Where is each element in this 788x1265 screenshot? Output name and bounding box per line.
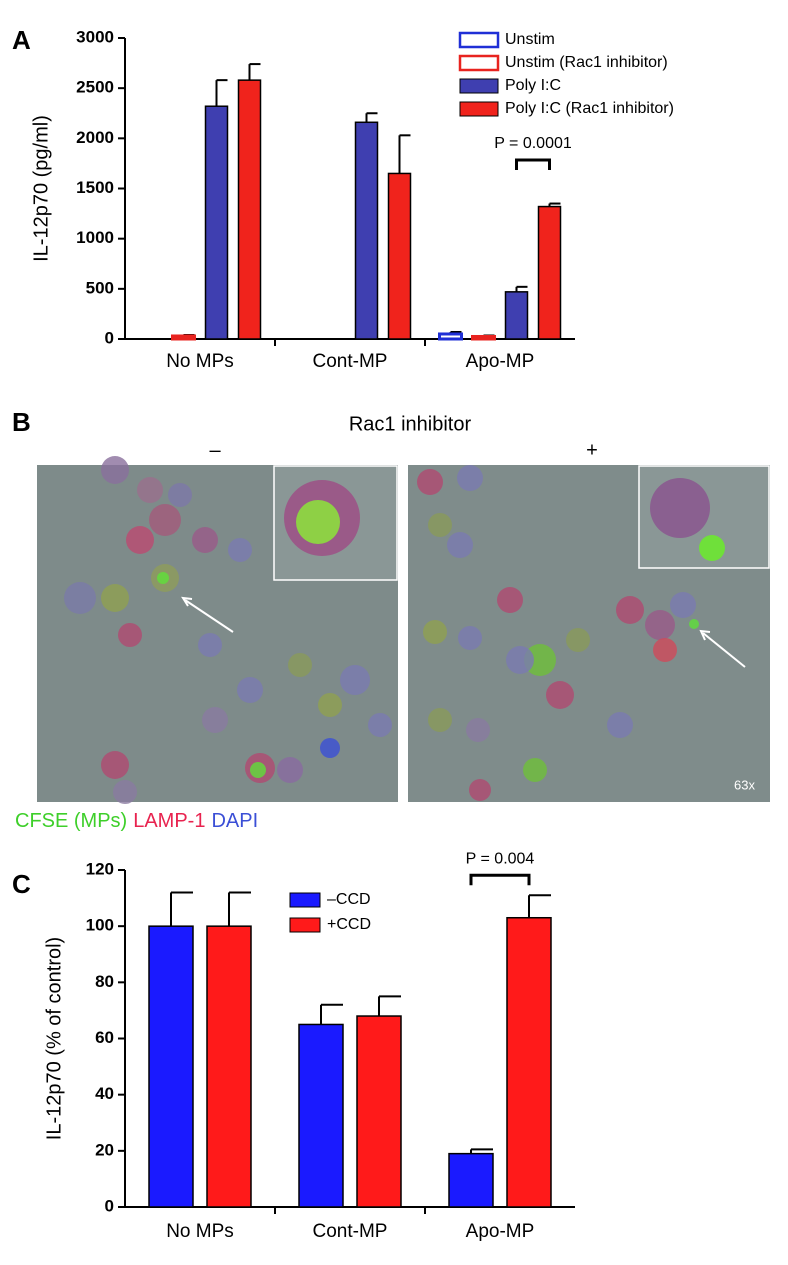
y-tick-label: 1000 (76, 228, 114, 247)
cells (64, 456, 699, 804)
inset-cell (296, 500, 340, 544)
bar (204, 105, 229, 340)
inset-cell (699, 535, 725, 561)
bar (471, 334, 496, 341)
bar (148, 925, 194, 1208)
y-tick-label: 60 (95, 1028, 114, 1047)
stain-legend: CFSE (MPs) LAMP-1 DAPI (15, 810, 258, 832)
legend-label: Poly I:C (Rac1 inhibitor) (505, 100, 674, 117)
y-tick-label: 3000 (76, 27, 114, 46)
x-tick-label: Cont-MP (313, 1221, 388, 1242)
condition-label: – (209, 439, 221, 461)
arrow-head (181, 596, 193, 607)
legend-swatch (458, 54, 500, 72)
y-tick-label: 2500 (76, 78, 114, 97)
legend-label: Unstim (505, 31, 555, 48)
x-tick-label: Apo-MP (466, 1221, 535, 1242)
arrow-head (699, 629, 711, 641)
y-tick-label: 40 (95, 1084, 114, 1103)
legend-swatch (458, 31, 500, 49)
legend-swatch (459, 78, 499, 94)
bar (171, 334, 196, 341)
bar (356, 1015, 402, 1208)
bar (504, 291, 529, 340)
legend-swatch (289, 892, 321, 908)
panel-label: B (12, 407, 31, 437)
y-tick-label: 100 (86, 916, 114, 935)
legend-label: Unstim (Rac1 inhibitor) (505, 54, 668, 71)
magnification: 63x (734, 777, 755, 792)
y-tick-label: 0 (105, 328, 114, 347)
x-tick-label: No MPs (166, 351, 234, 372)
stain-label: LAMP-1 (133, 810, 205, 832)
bar (506, 916, 552, 1208)
legend-swatch (459, 101, 499, 117)
x-tick-label: Apo-MP (466, 351, 535, 372)
arrow (184, 599, 234, 633)
bar (298, 1023, 344, 1208)
bar (438, 332, 463, 341)
bar (237, 79, 262, 340)
bar (387, 172, 412, 340)
significance-bracket (515, 158, 551, 170)
stain-label: CFSE (MPs) (15, 810, 127, 832)
arrow (702, 632, 746, 668)
legend-label: +CCD (327, 916, 371, 933)
y-tick-label: 120 (86, 859, 114, 878)
x-tick-label: Cont-MP (313, 351, 388, 372)
y-tick-label: 2000 (76, 128, 114, 147)
bar (354, 121, 379, 340)
legend-label: –CCD (327, 891, 371, 908)
bar (206, 925, 252, 1208)
panel-label: C (12, 869, 31, 899)
bar (448, 1152, 494, 1208)
y-tick-label: 80 (95, 972, 114, 991)
legend-label: Poly I:C (505, 77, 561, 94)
y-tick-label: 0 (105, 1196, 114, 1215)
x-tick-label: No MPs (166, 1221, 234, 1242)
y-axis-label: IL-12p70 (pg/ml) (30, 115, 52, 262)
panel-b: B Rac1 inhibitor – + 63x CFSE (MPs) LAMP-… (12, 407, 770, 832)
panel-label: A (12, 25, 31, 55)
y-axis-label: IL-12p70 (% of control) (43, 937, 65, 1140)
legend-swatch (289, 917, 321, 933)
condition-label: + (586, 439, 598, 461)
y-tick-label: 500 (86, 278, 114, 297)
y-tick-label: 1500 (76, 178, 114, 197)
p-value: P = 0.0001 (494, 135, 572, 152)
p-value: P = 0.004 (466, 850, 535, 867)
significance-bracket (469, 873, 531, 886)
stain-label: DAPI (211, 810, 258, 832)
y-tick-label: 20 (95, 1140, 114, 1159)
inset-cell (650, 478, 710, 538)
bar (537, 205, 562, 340)
panel-title: Rac1 inhibitor (349, 413, 472, 435)
